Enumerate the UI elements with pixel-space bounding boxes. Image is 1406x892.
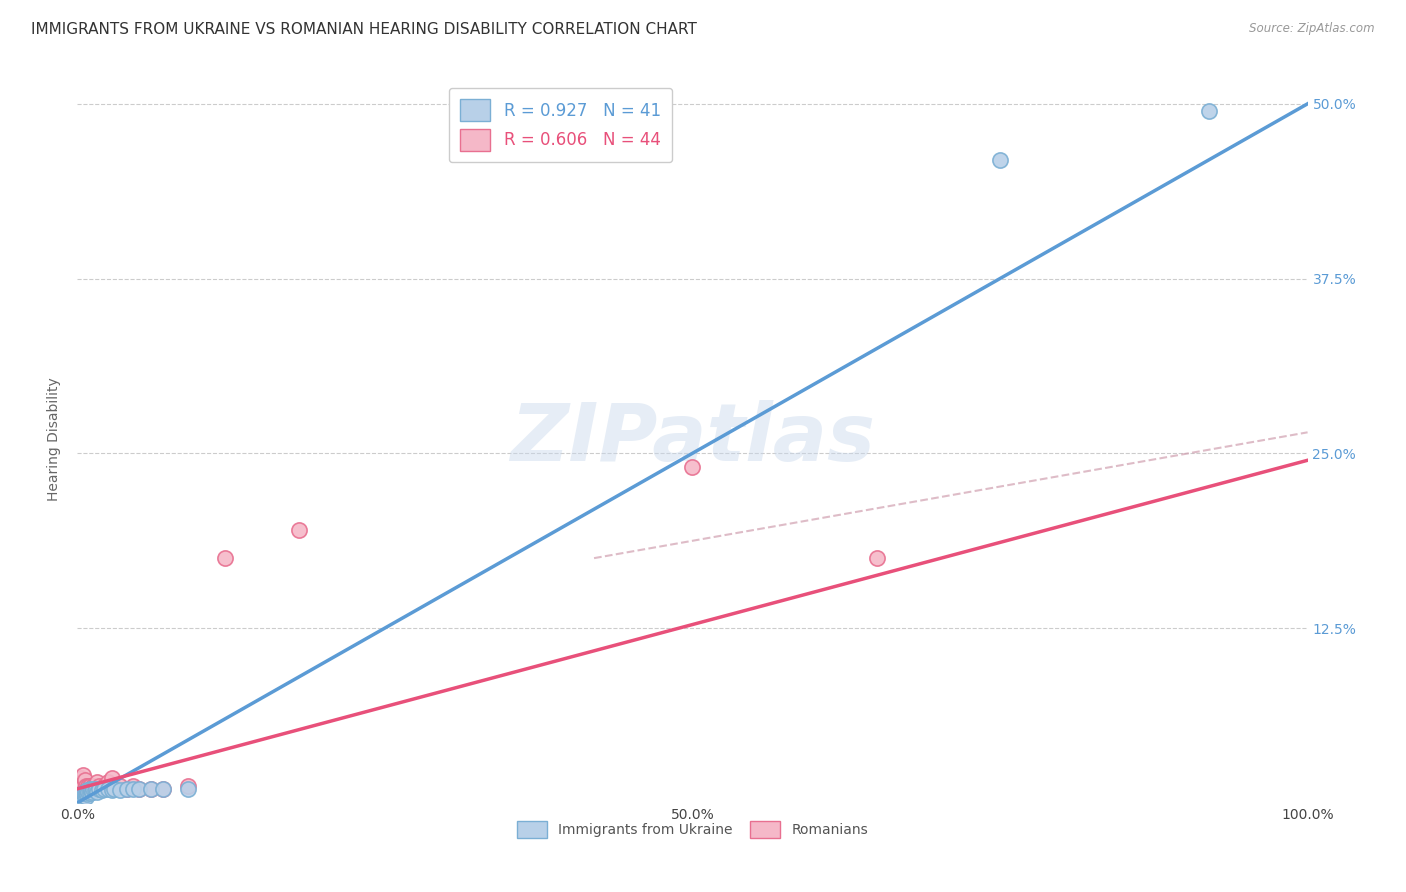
Point bbox=[1198, 103, 1220, 118]
Point bbox=[75, 790, 97, 805]
Point bbox=[70, 771, 93, 785]
Point bbox=[89, 781, 111, 796]
Point bbox=[70, 789, 93, 803]
Point bbox=[110, 783, 132, 797]
Point bbox=[79, 786, 101, 800]
Point bbox=[86, 784, 108, 798]
Point bbox=[77, 784, 100, 798]
Point bbox=[177, 781, 200, 796]
Point bbox=[70, 788, 93, 802]
Point bbox=[67, 784, 90, 798]
Point bbox=[77, 779, 100, 793]
Legend: Immigrants from Ukraine, Romanians: Immigrants from Ukraine, Romanians bbox=[512, 815, 873, 843]
Point bbox=[82, 781, 104, 796]
Point bbox=[67, 790, 90, 805]
Point bbox=[75, 786, 97, 800]
Point bbox=[70, 784, 93, 798]
Point bbox=[67, 789, 90, 803]
Point bbox=[79, 779, 101, 793]
Point bbox=[121, 779, 143, 793]
Point bbox=[76, 781, 98, 796]
Point bbox=[121, 781, 143, 796]
Point bbox=[93, 779, 115, 793]
Point bbox=[72, 768, 94, 782]
Point bbox=[866, 551, 889, 566]
Point bbox=[682, 460, 704, 475]
Point bbox=[69, 774, 91, 789]
Point bbox=[80, 783, 103, 797]
Point bbox=[76, 788, 98, 802]
Point bbox=[84, 781, 107, 796]
Text: Source: ZipAtlas.com: Source: ZipAtlas.com bbox=[1250, 22, 1375, 36]
Point bbox=[103, 781, 125, 796]
Point bbox=[110, 779, 132, 793]
Point bbox=[70, 793, 93, 807]
Point bbox=[69, 789, 91, 803]
Point bbox=[69, 791, 91, 805]
Point bbox=[72, 779, 94, 793]
Point bbox=[152, 781, 174, 796]
Point bbox=[141, 781, 163, 796]
Point bbox=[75, 779, 97, 793]
Point bbox=[988, 153, 1011, 167]
Point bbox=[288, 523, 311, 537]
Point bbox=[69, 788, 91, 802]
Point bbox=[84, 781, 107, 796]
Point bbox=[93, 781, 115, 796]
Point bbox=[152, 781, 174, 796]
Point bbox=[75, 784, 97, 798]
Point bbox=[67, 779, 90, 793]
Point bbox=[82, 781, 104, 796]
Point bbox=[90, 783, 114, 797]
Point bbox=[101, 783, 124, 797]
Point bbox=[73, 789, 96, 803]
Point bbox=[73, 781, 96, 796]
Point bbox=[97, 774, 120, 789]
Point bbox=[82, 784, 104, 798]
Point bbox=[73, 784, 96, 798]
Point bbox=[70, 790, 93, 805]
Point bbox=[73, 773, 96, 788]
Text: IMMIGRANTS FROM UKRAINE VS ROMANIAN HEARING DISABILITY CORRELATION CHART: IMMIGRANTS FROM UKRAINE VS ROMANIAN HEAR… bbox=[31, 22, 697, 37]
Point bbox=[103, 781, 125, 796]
Point bbox=[70, 781, 93, 796]
Point bbox=[72, 790, 94, 805]
Point bbox=[101, 771, 124, 785]
Point bbox=[76, 783, 98, 797]
Point bbox=[72, 786, 94, 800]
Y-axis label: Hearing Disability: Hearing Disability bbox=[48, 377, 62, 501]
Point bbox=[128, 781, 150, 796]
Point bbox=[82, 779, 104, 793]
Point bbox=[67, 793, 90, 807]
Point bbox=[79, 784, 101, 798]
Point bbox=[90, 781, 114, 796]
Point bbox=[97, 781, 120, 796]
Point bbox=[115, 781, 138, 796]
Point bbox=[70, 774, 93, 789]
Point bbox=[70, 791, 93, 805]
Point bbox=[115, 781, 138, 796]
Point bbox=[86, 774, 108, 789]
Point bbox=[89, 779, 111, 793]
Point bbox=[128, 781, 150, 796]
Point bbox=[69, 781, 91, 796]
Point bbox=[83, 783, 105, 797]
Point bbox=[177, 779, 200, 793]
Point bbox=[70, 779, 93, 793]
Point bbox=[141, 781, 163, 796]
Point bbox=[80, 781, 103, 796]
Point bbox=[72, 784, 94, 798]
Point bbox=[214, 551, 236, 566]
Text: ZIPatlas: ZIPatlas bbox=[510, 401, 875, 478]
Point bbox=[79, 781, 101, 796]
